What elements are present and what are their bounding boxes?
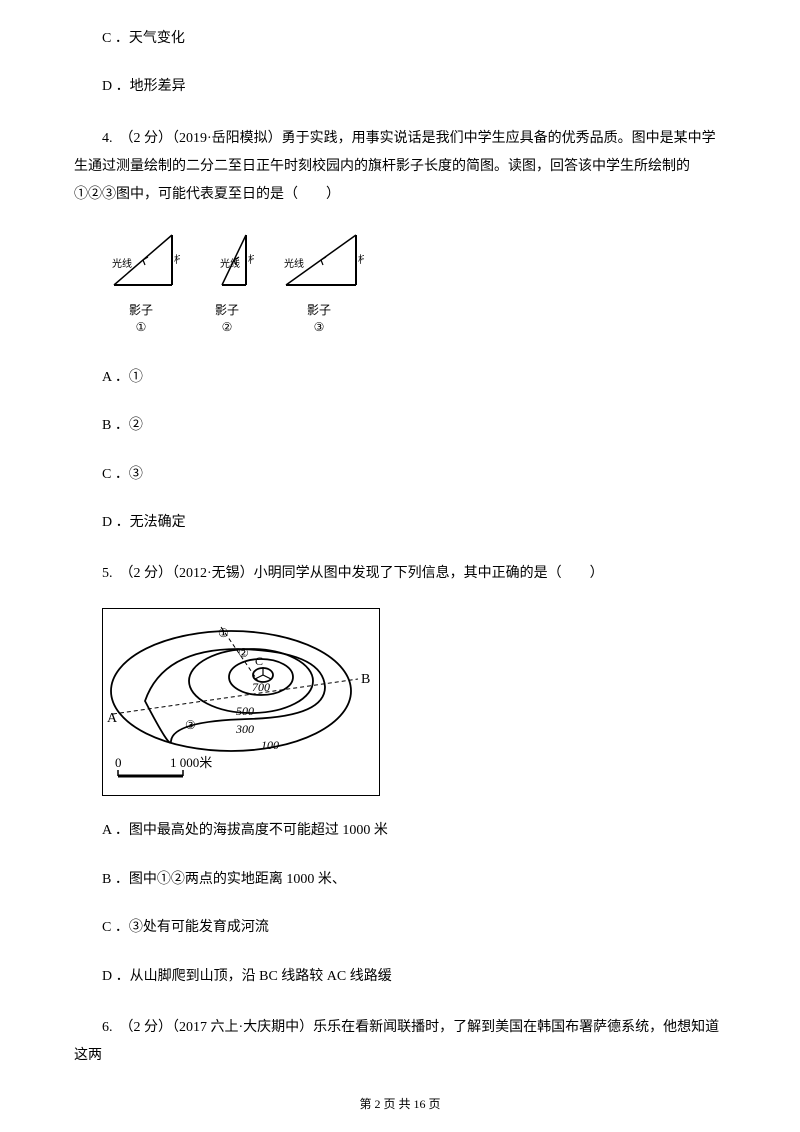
page-footer: 第 2 页 共 16 页 [0, 1095, 800, 1112]
svg-text:300: 300 [235, 722, 254, 736]
svg-text:500: 500 [236, 704, 254, 718]
q5-option-a: A ．图中最高处的海拔高度不可能超过 1000 米 [74, 820, 726, 842]
svg-text:700: 700 [252, 680, 270, 694]
q5-contour-map: ① ② ③ A B C 700 500 300 100 0 1 000米 [102, 608, 380, 796]
svg-text:②: ② [238, 646, 249, 660]
svg-text:杆: 杆 [248, 254, 254, 266]
q4-figure: 光线 杆 影子① 光线 杆 影子② 光线 杆 影子③ [102, 229, 726, 335]
svg-text:B: B [361, 672, 370, 687]
option-c-top: C ．天气变化 [74, 28, 726, 50]
svg-text:1 000米: 1 000米 [170, 755, 212, 770]
svg-text:0: 0 [115, 755, 122, 770]
svg-text:A: A [107, 711, 118, 726]
triangle-①: 光线 杆 影子① [102, 229, 180, 335]
triangle-③: 光线 杆 影子③ [274, 229, 364, 335]
svg-text:光线: 光线 [112, 257, 132, 270]
q4-option-d: D ．无法确定 [74, 512, 726, 534]
option-d-top: D ．地形差异 [74, 76, 726, 98]
q4-option-a: A ．① [74, 367, 726, 389]
q4-option-c: C ．③ [74, 464, 726, 486]
svg-text:C: C [255, 654, 263, 668]
svg-text:杆: 杆 [174, 254, 180, 266]
svg-text:100: 100 [261, 738, 279, 752]
svg-text:③: ③ [185, 718, 196, 732]
question-6-text: 6. （2 分）（2017 六上·大庆期中）乐乐在看新闻联播时，了解到美国在韩国… [74, 1014, 726, 1070]
q4-option-b: B ．② [74, 415, 726, 437]
q5-option-c: C ．③处有可能发育成河流 [74, 917, 726, 939]
svg-text:①: ① [218, 626, 229, 640]
q5-option-d: D ．从山脚爬到山顶，沿 BC 线路较 AC 线路缓 [74, 966, 726, 988]
question-5-text: 5. （2 分）（2012·无锡）小明同学从图中发现了下列信息，其中正确的是（ … [74, 560, 726, 588]
triangle-②: 光线 杆 影子② [200, 229, 254, 335]
svg-text:杆: 杆 [358, 254, 364, 266]
q5-option-b: B ．图中①②两点的实地距离 1000 米、 [74, 869, 726, 891]
svg-text:光线: 光线 [220, 257, 240, 270]
svg-text:光线: 光线 [284, 257, 304, 270]
question-4-text: 4. （2 分）（2019·岳阳模拟）勇于实践，用事实说话是我们中学生应具备的优… [74, 125, 726, 209]
